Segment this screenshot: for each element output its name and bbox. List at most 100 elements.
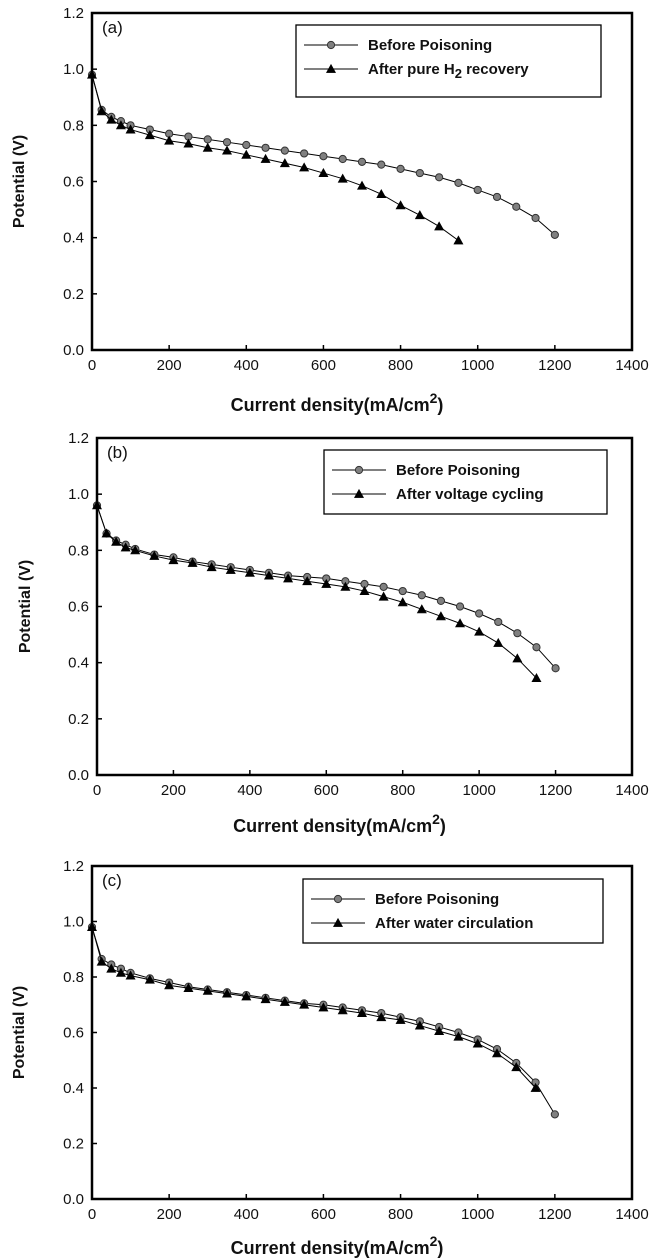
x-axis-title: Current density(mA/cm2) — [233, 811, 446, 836]
data-point — [453, 235, 464, 245]
data-point — [531, 213, 540, 223]
y-tick-label: 0.2 — [63, 1136, 84, 1153]
x-tick-label: 0 — [88, 1206, 96, 1223]
x-axis-title-sup: 2 — [432, 811, 440, 827]
data-point — [96, 956, 107, 966]
data-point — [183, 138, 194, 148]
data-point — [318, 1002, 329, 1012]
data-point — [453, 1031, 464, 1041]
series-line — [91, 926, 556, 1115]
y-tick-label: 0.8 — [63, 969, 84, 986]
y-tick-label: 0.0 — [63, 342, 84, 359]
x-axis-title-close: ) — [440, 816, 446, 836]
data-point — [202, 142, 213, 152]
x-tick-label: 600 — [314, 782, 339, 799]
data-point — [149, 550, 160, 560]
y-tick-label: 1.0 — [68, 486, 89, 503]
data-point — [359, 585, 370, 595]
x-tick-label: 200 — [161, 782, 186, 799]
data-series — [86, 921, 541, 1092]
data-point — [120, 542, 131, 552]
data-point — [436, 596, 446, 605]
data-point — [263, 570, 274, 580]
data-point — [187, 557, 198, 567]
data-point — [206, 562, 217, 572]
y-tick-label: 0.2 — [68, 711, 89, 728]
legend-entry-label: After water circulation — [375, 915, 533, 932]
data-point — [183, 982, 194, 993]
y-tick-label: 0.8 — [68, 542, 89, 559]
x-tick-label: 600 — [311, 1206, 336, 1223]
data-point — [101, 528, 112, 538]
data-series — [86, 69, 464, 245]
data-point — [414, 1020, 425, 1030]
data-point — [434, 1025, 445, 1036]
data-point — [550, 1110, 559, 1119]
series-line — [91, 74, 459, 241]
legend-marker — [333, 894, 343, 904]
data-point — [144, 974, 155, 984]
y-tick-label: 0.6 — [63, 174, 84, 191]
data-point — [493, 637, 504, 647]
data-point — [415, 168, 424, 178]
data-point — [512, 653, 523, 663]
data-point — [532, 643, 541, 652]
legend-marker — [326, 40, 336, 50]
data-point — [455, 602, 465, 611]
x-axis-title-sup: 2 — [430, 1233, 438, 1249]
y-tick-label: 1.2 — [63, 5, 84, 22]
data-point — [91, 500, 103, 510]
data-point — [321, 578, 332, 588]
data-point — [551, 664, 560, 673]
y-tick-label: 0.2 — [63, 286, 84, 303]
data-point — [379, 582, 388, 591]
x-tick-label: 1000 — [461, 357, 494, 374]
data-point — [376, 1012, 387, 1022]
x-axis-title: Current density(mA/cm2) — [231, 1233, 444, 1258]
data-point — [376, 189, 387, 199]
legend-entry-label: After voltage cycling — [396, 486, 544, 503]
data-point — [356, 1007, 368, 1017]
data-series — [91, 500, 542, 683]
x-tick-label: 1200 — [539, 782, 572, 799]
data-point — [356, 180, 368, 190]
data-point — [260, 153, 271, 163]
data-point — [434, 221, 445, 231]
chart-panel: 0.0 0.2 0.4 0.6 0.8 1.0 1.2 0 200 400 600 800 1000 12… — [11, 858, 649, 1258]
x-axis-title: Current density(mA/cm2) — [231, 390, 444, 415]
data-point — [473, 185, 482, 195]
data-point — [337, 173, 348, 183]
data-point — [512, 202, 521, 211]
data-point — [455, 618, 466, 628]
legend-entry-label: Before Poisoning — [368, 37, 492, 54]
data-point — [260, 994, 271, 1004]
x-tick-label: 1000 — [462, 782, 495, 799]
y-tick-label: 0.6 — [63, 1025, 84, 1042]
data-point — [397, 597, 408, 607]
data-series — [87, 922, 559, 1119]
x-tick-label: 1200 — [538, 357, 571, 374]
data-point — [221, 988, 233, 998]
x-tick-label: 400 — [234, 357, 259, 374]
data-point — [454, 178, 463, 188]
legend: Before Poisoning After voltage cycling — [323, 449, 608, 515]
data-point — [125, 970, 136, 980]
y-tick-label: 0.4 — [68, 655, 89, 672]
y-tick-label: 0.0 — [63, 1191, 84, 1208]
data-point — [302, 576, 313, 586]
data-point — [435, 173, 444, 182]
legend-entry-name: Before Poisoning — [375, 891, 499, 908]
data-point — [513, 629, 522, 638]
x-axis-title-main: Current density(mA/cm — [231, 1238, 430, 1258]
data-point — [398, 586, 407, 596]
data-point — [338, 154, 347, 164]
legend-box — [323, 449, 608, 515]
x-axis-title-sup: 2 — [430, 390, 438, 406]
x-axis-title-main: Current density(mA/cm — [233, 816, 432, 836]
x-tick-label: 1000 — [461, 1206, 494, 1223]
chart-panel: 0.0 0.2 0.4 0.6 0.8 1.0 1.2 0 200 400 600 800 1000 12… — [11, 5, 649, 415]
chart-panel: 0.0 0.2 0.4 0.6 0.8 1.0 1.2 0 200 400 600 800 1000 12… — [17, 430, 649, 836]
data-point — [86, 69, 98, 79]
data-point — [203, 135, 212, 144]
